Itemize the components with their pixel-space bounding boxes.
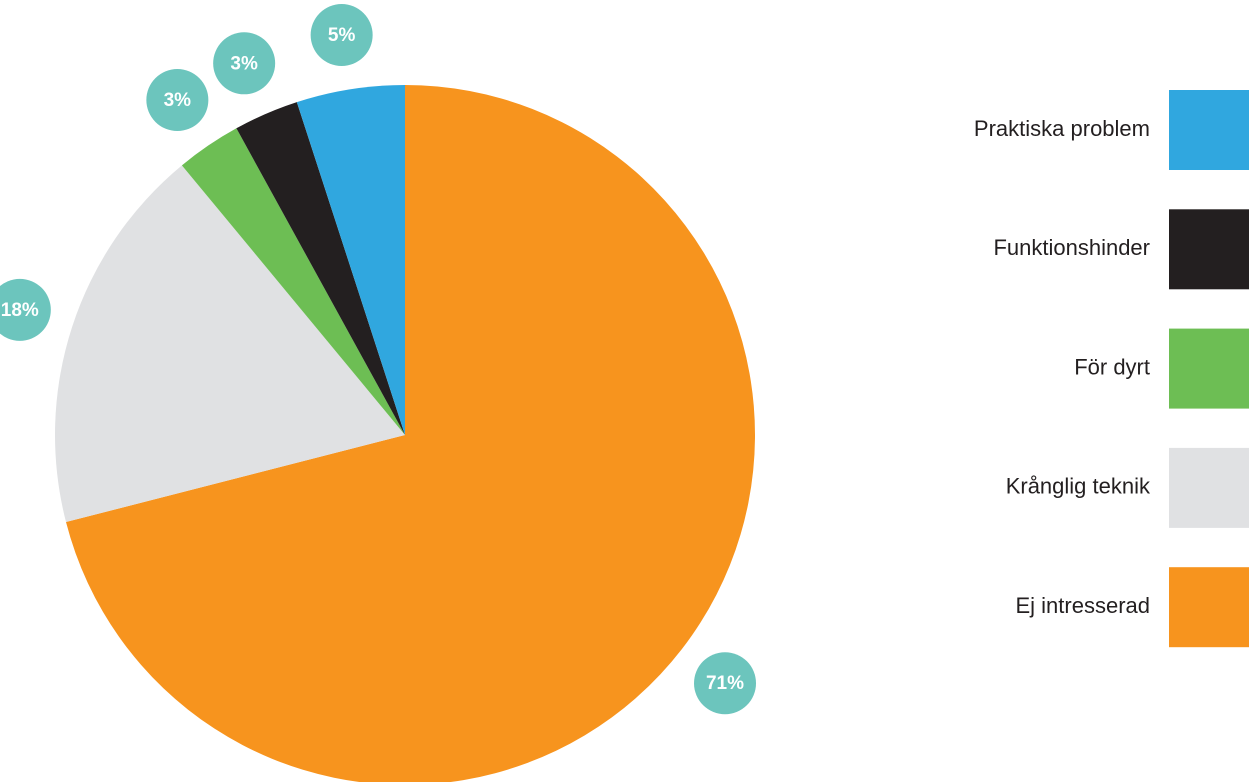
legend-swatch xyxy=(1169,567,1249,648)
value-label-badge xyxy=(213,32,276,95)
value-label-badge xyxy=(0,278,51,341)
legend-label: Krånglig teknik xyxy=(1006,474,1151,499)
pie-slice xyxy=(181,128,405,435)
value-label-badge xyxy=(146,69,209,132)
pie-slice xyxy=(54,165,405,523)
value-label-badge xyxy=(694,652,757,715)
legend-swatch xyxy=(1169,209,1249,290)
pie-slice xyxy=(65,85,755,782)
legend-label: Ej intresserad xyxy=(1015,593,1150,618)
value-label: 18% xyxy=(1,300,39,321)
value-label: 5% xyxy=(328,25,356,46)
value-label-badge xyxy=(310,3,373,66)
legend-label: Funktionshinder xyxy=(993,235,1150,260)
legend-label: För dyrt xyxy=(1074,354,1150,379)
legend-swatch xyxy=(1169,447,1249,528)
legend-label: Praktiska problem xyxy=(974,116,1150,141)
pie-slice xyxy=(236,102,405,435)
value-label: 71% xyxy=(706,673,744,694)
value-label: 3% xyxy=(164,90,192,111)
legend-swatch xyxy=(1169,328,1249,409)
legend-swatch xyxy=(1169,90,1249,170)
pie-slice xyxy=(296,85,405,435)
value-label: 3% xyxy=(230,53,258,74)
